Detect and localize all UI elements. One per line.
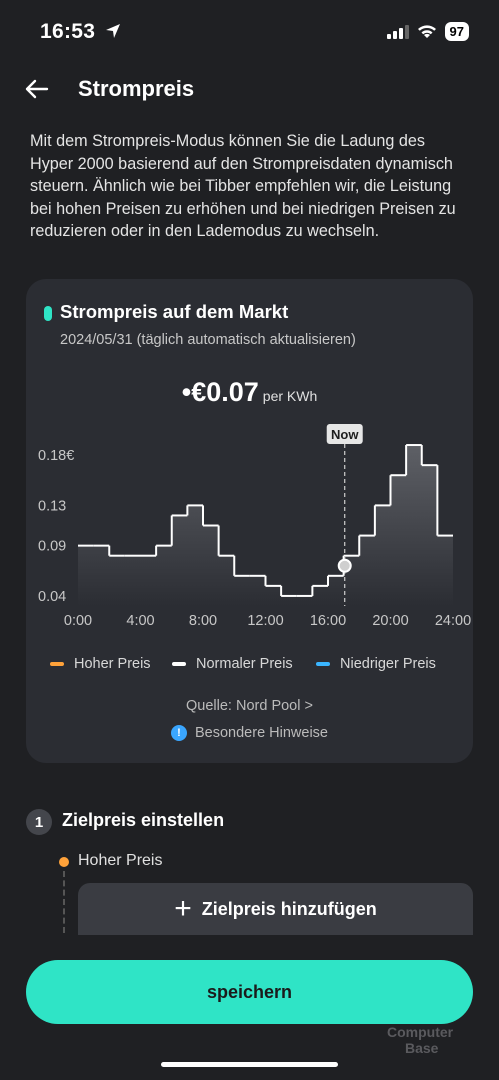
now-label: Now	[331, 427, 359, 442]
high-price-label: Hoher Preis	[78, 852, 163, 869]
y-tick-label: 0.09	[38, 539, 66, 555]
high-price-dot	[59, 857, 69, 867]
legend-label-low: Niedriger Preis	[340, 656, 436, 672]
legend-swatch-normal	[172, 662, 186, 666]
page-title: Strompreis	[78, 76, 195, 101]
now-badge	[326, 424, 363, 444]
battery-indicator: 97	[444, 22, 469, 41]
source-link[interactable]: Quelle: Nord Pool >	[186, 698, 313, 714]
price-value: €0.07	[191, 377, 259, 407]
now-point	[337, 558, 352, 573]
timeline-line	[63, 871, 65, 933]
watermark-line2: Base	[405, 1040, 439, 1056]
x-tick-label: 24:00	[435, 613, 471, 629]
step-title: Zielpreis einstellen	[62, 810, 225, 830]
back-button[interactable]	[22, 74, 52, 104]
y-tick-label: 0.18€	[38, 448, 74, 464]
status-time: 16:53	[40, 20, 121, 44]
x-tick-label: 8:00	[189, 613, 217, 629]
current-price: •€0.07 per KWh	[0, 377, 499, 408]
legend-swatch-low	[316, 662, 330, 666]
x-tick-label: 0:00	[64, 613, 92, 629]
card-title: Strompreis auf dem Markt	[60, 301, 289, 322]
y-tick-label: 0.13	[38, 498, 66, 514]
card-title-marker	[44, 306, 52, 321]
info-icon: !	[171, 725, 187, 741]
price-chart: 0.18€ 0.13 0.09 0.04 0:00 4:00 8:00 12:00 16:00 2…	[38, 424, 471, 629]
price-bullet: •	[181, 377, 192, 407]
legend-high: Hoher Preis	[50, 656, 151, 672]
legend-label-high: Hoher Preis	[74, 656, 151, 672]
legend-label-normal: Normaler Preis	[196, 656, 293, 672]
save-button[interactable]: speichern	[26, 960, 473, 1024]
x-tick-label: 12:00	[247, 613, 283, 629]
location-arrow-icon	[106, 24, 121, 38]
legend-swatch-high	[50, 662, 64, 666]
card-date: 2024/05/31 (täglich automatisch aktualis…	[60, 332, 356, 348]
y-tick-label: 0.04	[38, 589, 66, 605]
x-tick-label: 4:00	[126, 613, 154, 629]
home-indicator[interactable]	[161, 1062, 338, 1067]
price-unit: per KWh	[262, 388, 318, 404]
description-text: Mit dem Strompreis-Modus können Sie die …	[30, 132, 456, 240]
add-target-price-label: Zielpreis hinzufügen	[201, 898, 377, 919]
special-notes-label: Besondere Hinweise	[195, 725, 328, 741]
plus-icon: +	[174, 892, 192, 925]
watermark-logo: Computer Base	[387, 1024, 487, 1056]
legend-normal: Normaler Preis	[172, 656, 293, 672]
cellular-signal-icon	[386, 24, 409, 39]
status-indicators: 97	[386, 22, 469, 41]
step-number: 1	[26, 809, 52, 835]
chart-area-fill	[78, 445, 453, 606]
special-notes-link[interactable]: ! Besondere Hinweise	[0, 725, 499, 741]
add-target-price-button[interactable]: + Zielpreis hinzufügen	[78, 883, 473, 935]
arrow-left-icon	[25, 79, 49, 99]
watermark-line1: Computer	[387, 1024, 454, 1040]
x-tick-label: 16:00	[310, 613, 346, 629]
legend-low: Niedriger Preis	[316, 656, 436, 672]
wifi-icon	[417, 24, 436, 38]
x-tick-label: 20:00	[372, 613, 408, 629]
